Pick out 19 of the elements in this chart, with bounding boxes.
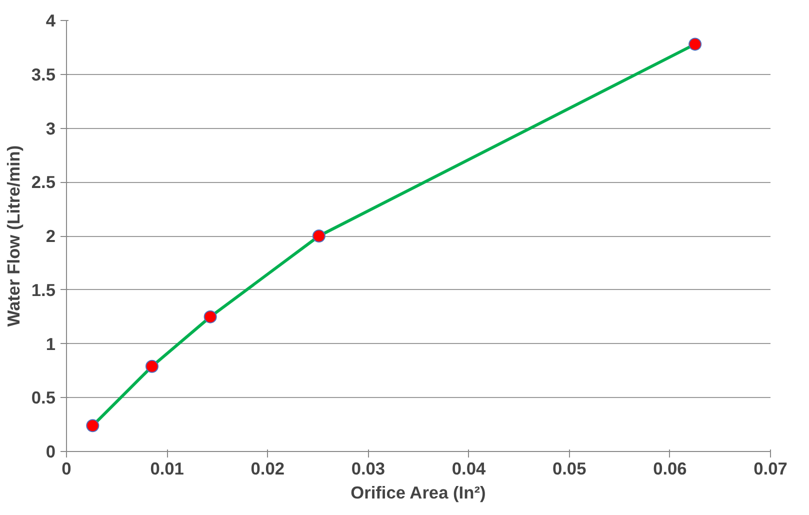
- x-tick-label: 0.02: [250, 458, 285, 478]
- x-axis-title: Orifice Area (In²): [350, 482, 486, 502]
- y-tick-label: 3.5: [31, 64, 56, 84]
- x-tick-label: 0.06: [653, 458, 688, 478]
- x-tick-label: 0.04: [452, 458, 486, 478]
- y-tick-label: 4: [46, 10, 56, 30]
- y-axis-title: Water Flow (Litre/min): [3, 145, 24, 327]
- y-tick-label: 3: [46, 118, 56, 138]
- y-tick-label: 1: [46, 334, 56, 354]
- y-tick-label: 2.5: [31, 172, 56, 192]
- x-tick-label: 0.03: [351, 458, 386, 478]
- x-tick-label: 0: [62, 458, 72, 478]
- x-tick-label: 0.01: [150, 458, 184, 478]
- x-tick-label: 0.05: [552, 458, 587, 478]
- x-tick-label: 0.07: [754, 458, 788, 478]
- y-tick-label: 0: [46, 442, 56, 462]
- y-tick-label: 2: [46, 226, 56, 246]
- y-tick-label: 0.5: [31, 388, 56, 408]
- y-tick-label: 1.5: [31, 280, 56, 300]
